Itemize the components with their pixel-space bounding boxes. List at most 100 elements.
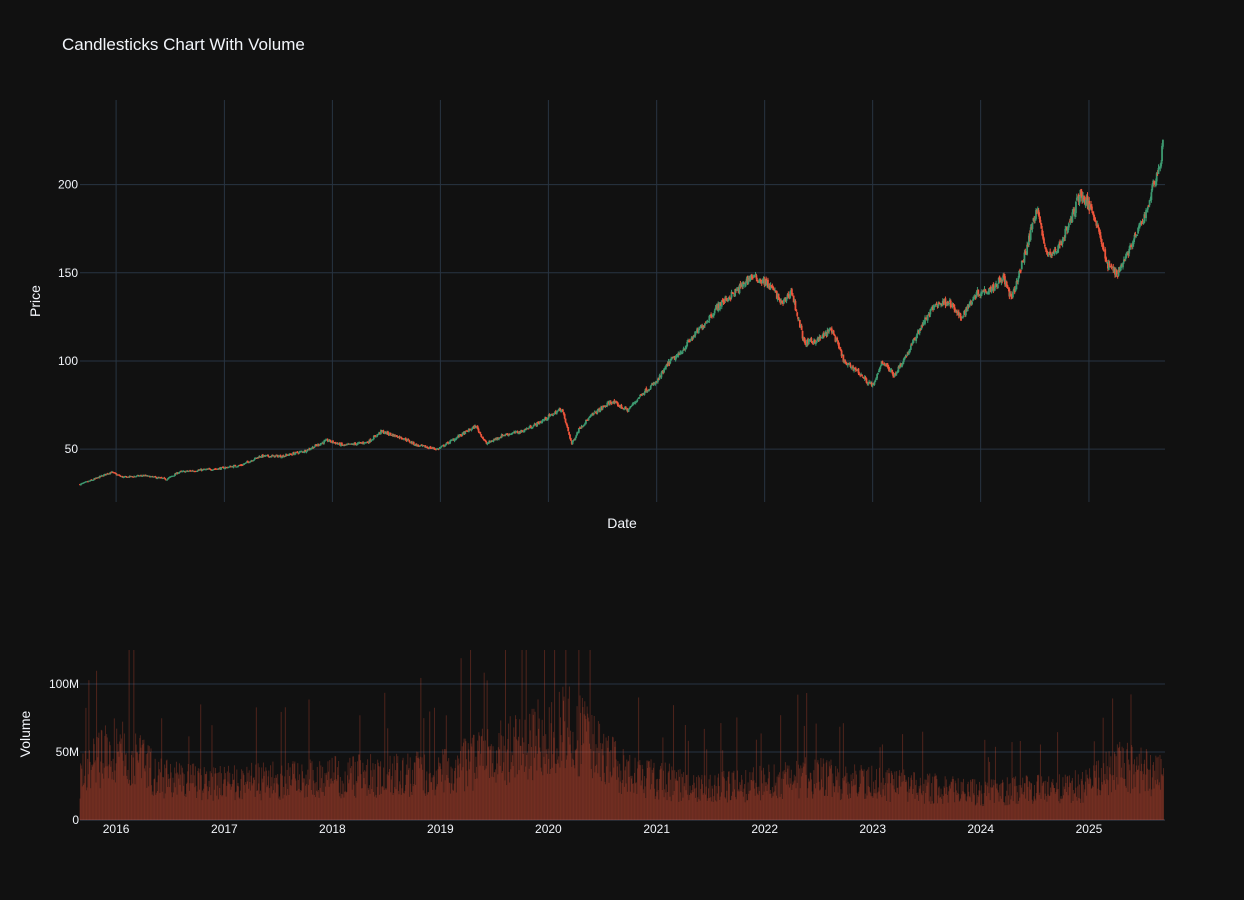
- volume-bar: [1009, 804, 1011, 820]
- candle-body: [577, 432, 579, 434]
- volume-bar: [349, 757, 351, 820]
- volume-bar: [760, 733, 762, 820]
- volume-bar: [1090, 779, 1092, 820]
- volume-bar: [890, 783, 892, 820]
- candle-body: [387, 431, 389, 435]
- candle-body: [1002, 275, 1005, 281]
- candle-body: [443, 444, 445, 447]
- candle-body: [574, 437, 577, 441]
- volume-bar: [128, 783, 130, 820]
- volume-bar: [720, 723, 722, 820]
- candle-body: [849, 364, 852, 368]
- candle-body: [1158, 167, 1161, 169]
- volume-bar: [978, 781, 980, 820]
- volume-bar: [473, 734, 475, 820]
- volume-bar: [218, 772, 220, 820]
- volume-bar: [886, 800, 888, 820]
- volume-bar: [1039, 792, 1041, 820]
- volume-bar: [494, 769, 496, 820]
- volume-bar: [733, 770, 735, 820]
- volume-bar: [88, 750, 90, 820]
- candle-body: [530, 426, 532, 428]
- candle-body: [581, 426, 584, 428]
- volume-bar: [863, 769, 865, 820]
- candle-body: [155, 476, 158, 479]
- candle-body: [208, 468, 211, 470]
- candle-body: [113, 472, 116, 474]
- volume-bar: [172, 792, 174, 820]
- candle-body: [930, 309, 933, 311]
- volume-bar: [986, 796, 988, 820]
- volume-bar: [500, 720, 502, 820]
- volume-bar: [649, 789, 651, 820]
- volume-bar: [931, 801, 933, 820]
- candle-body: [531, 427, 534, 429]
- volume-bar: [605, 737, 607, 820]
- volume-bar: [709, 774, 711, 820]
- date-tick-label: 2019: [427, 822, 454, 836]
- candle-body: [689, 339, 692, 341]
- volume-bar: [610, 750, 612, 820]
- volume-bar: [832, 783, 834, 820]
- volume-bar: [155, 792, 157, 820]
- candle-body: [627, 409, 630, 412]
- candle-body: [135, 476, 137, 478]
- volume-bar: [660, 768, 662, 820]
- volume-bar: [713, 784, 715, 820]
- volume-bar: [988, 793, 990, 820]
- volume-bar: [752, 781, 754, 820]
- volume-bar: [460, 751, 462, 820]
- volume-bar: [327, 761, 329, 820]
- volume-bar: [478, 735, 480, 820]
- volume-bar: [109, 741, 111, 820]
- volume-bar: [138, 754, 140, 820]
- candle-body: [1126, 251, 1129, 253]
- candle-body: [649, 385, 652, 389]
- volume-bar: [903, 769, 905, 820]
- volume-bar: [124, 766, 126, 820]
- candlestick-series[interactable]: [79, 139, 1164, 486]
- volume-bar: [273, 790, 275, 820]
- volume-bar: [320, 765, 322, 820]
- volume-bar: [489, 749, 491, 820]
- volume-bar: [616, 779, 618, 820]
- volume-bar-series[interactable]: [79, 650, 1165, 820]
- volume-bar: [143, 739, 145, 820]
- volume-bar: [591, 714, 593, 820]
- volume-bar: [1044, 799, 1046, 820]
- volume-bar: [1013, 778, 1015, 820]
- volume-bar: [176, 794, 178, 820]
- volume-bar: [1064, 774, 1066, 820]
- volume-bar: [451, 768, 453, 820]
- volume-bar: [323, 783, 325, 820]
- volume-bar: [469, 761, 471, 820]
- candle-body: [794, 300, 797, 311]
- volume-bar: [748, 793, 750, 820]
- volume-bar: [800, 776, 802, 820]
- volume-bar: [393, 756, 395, 820]
- candle-body: [241, 464, 244, 466]
- price-axis-title: Price: [27, 285, 43, 317]
- volume-bar: [830, 759, 832, 820]
- volume-bar: [626, 791, 628, 820]
- volume-bar: [1073, 789, 1075, 820]
- volume-bar: [559, 767, 561, 820]
- volume-bar: [348, 779, 350, 820]
- volume-bar: [954, 802, 956, 820]
- volume-bar: [455, 792, 457, 820]
- date-tick-label: 2018: [319, 822, 346, 836]
- volume-bar: [223, 766, 225, 820]
- volume-bar: [456, 778, 458, 820]
- volume-bar: [518, 770, 520, 820]
- volume-bar: [150, 748, 152, 820]
- volume-bar: [474, 778, 476, 820]
- volume-bar: [1145, 749, 1147, 820]
- volume-bar: [151, 794, 153, 820]
- volume-bar: [932, 803, 934, 820]
- volume-bar: [806, 692, 808, 820]
- volume-bar: [413, 762, 415, 820]
- volume-bar: [1057, 732, 1059, 820]
- volume-bar: [131, 750, 133, 820]
- volume-bar: [850, 774, 852, 820]
- volume-bar: [661, 763, 663, 820]
